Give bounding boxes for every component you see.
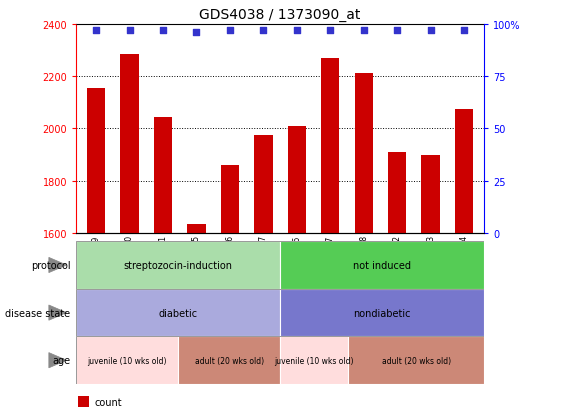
Bar — [288, 126, 306, 233]
Text: juvenile (10 wks old): juvenile (10 wks old) — [274, 356, 354, 365]
Bar — [78, 396, 90, 407]
Point — [225, 28, 234, 34]
Point — [326, 28, 335, 34]
Bar — [76, 289, 280, 337]
Point — [259, 28, 268, 34]
Bar — [321, 59, 339, 233]
Point — [92, 28, 101, 34]
Point — [359, 28, 368, 34]
Bar — [76, 337, 178, 384]
Text: age: age — [52, 355, 70, 366]
Text: nondiabetic: nondiabetic — [354, 308, 411, 318]
Bar — [254, 135, 272, 233]
Bar — [178, 337, 280, 384]
Point — [459, 28, 468, 34]
Bar — [280, 337, 348, 384]
Bar — [388, 152, 406, 233]
Polygon shape — [49, 353, 66, 368]
Bar — [455, 109, 473, 233]
Bar — [120, 55, 138, 233]
Bar — [422, 155, 440, 233]
Bar — [280, 242, 484, 289]
Bar — [355, 74, 373, 233]
Text: not induced: not induced — [353, 260, 411, 271]
Point — [192, 30, 201, 36]
Point — [392, 28, 401, 34]
Text: streptozocin-induction: streptozocin-induction — [123, 260, 233, 271]
Bar — [280, 289, 484, 337]
Text: adult (20 wks old): adult (20 wks old) — [194, 356, 263, 365]
Bar — [154, 117, 172, 233]
Text: diabetic: diabetic — [159, 308, 198, 318]
Bar — [348, 337, 484, 384]
Bar — [187, 224, 205, 233]
Bar — [76, 242, 280, 289]
Text: count: count — [95, 397, 122, 407]
Title: GDS4038 / 1373090_at: GDS4038 / 1373090_at — [199, 8, 361, 22]
Point — [159, 28, 168, 34]
Bar — [87, 89, 105, 233]
Text: adult (20 wks old): adult (20 wks old) — [382, 356, 451, 365]
Point — [426, 28, 435, 34]
Point — [292, 28, 301, 34]
Point — [125, 28, 134, 34]
Text: disease state: disease state — [5, 308, 70, 318]
Text: juvenile (10 wks old): juvenile (10 wks old) — [87, 356, 167, 365]
Polygon shape — [49, 305, 66, 320]
Text: protocol: protocol — [31, 260, 70, 271]
Bar — [221, 166, 239, 233]
Polygon shape — [49, 258, 66, 273]
